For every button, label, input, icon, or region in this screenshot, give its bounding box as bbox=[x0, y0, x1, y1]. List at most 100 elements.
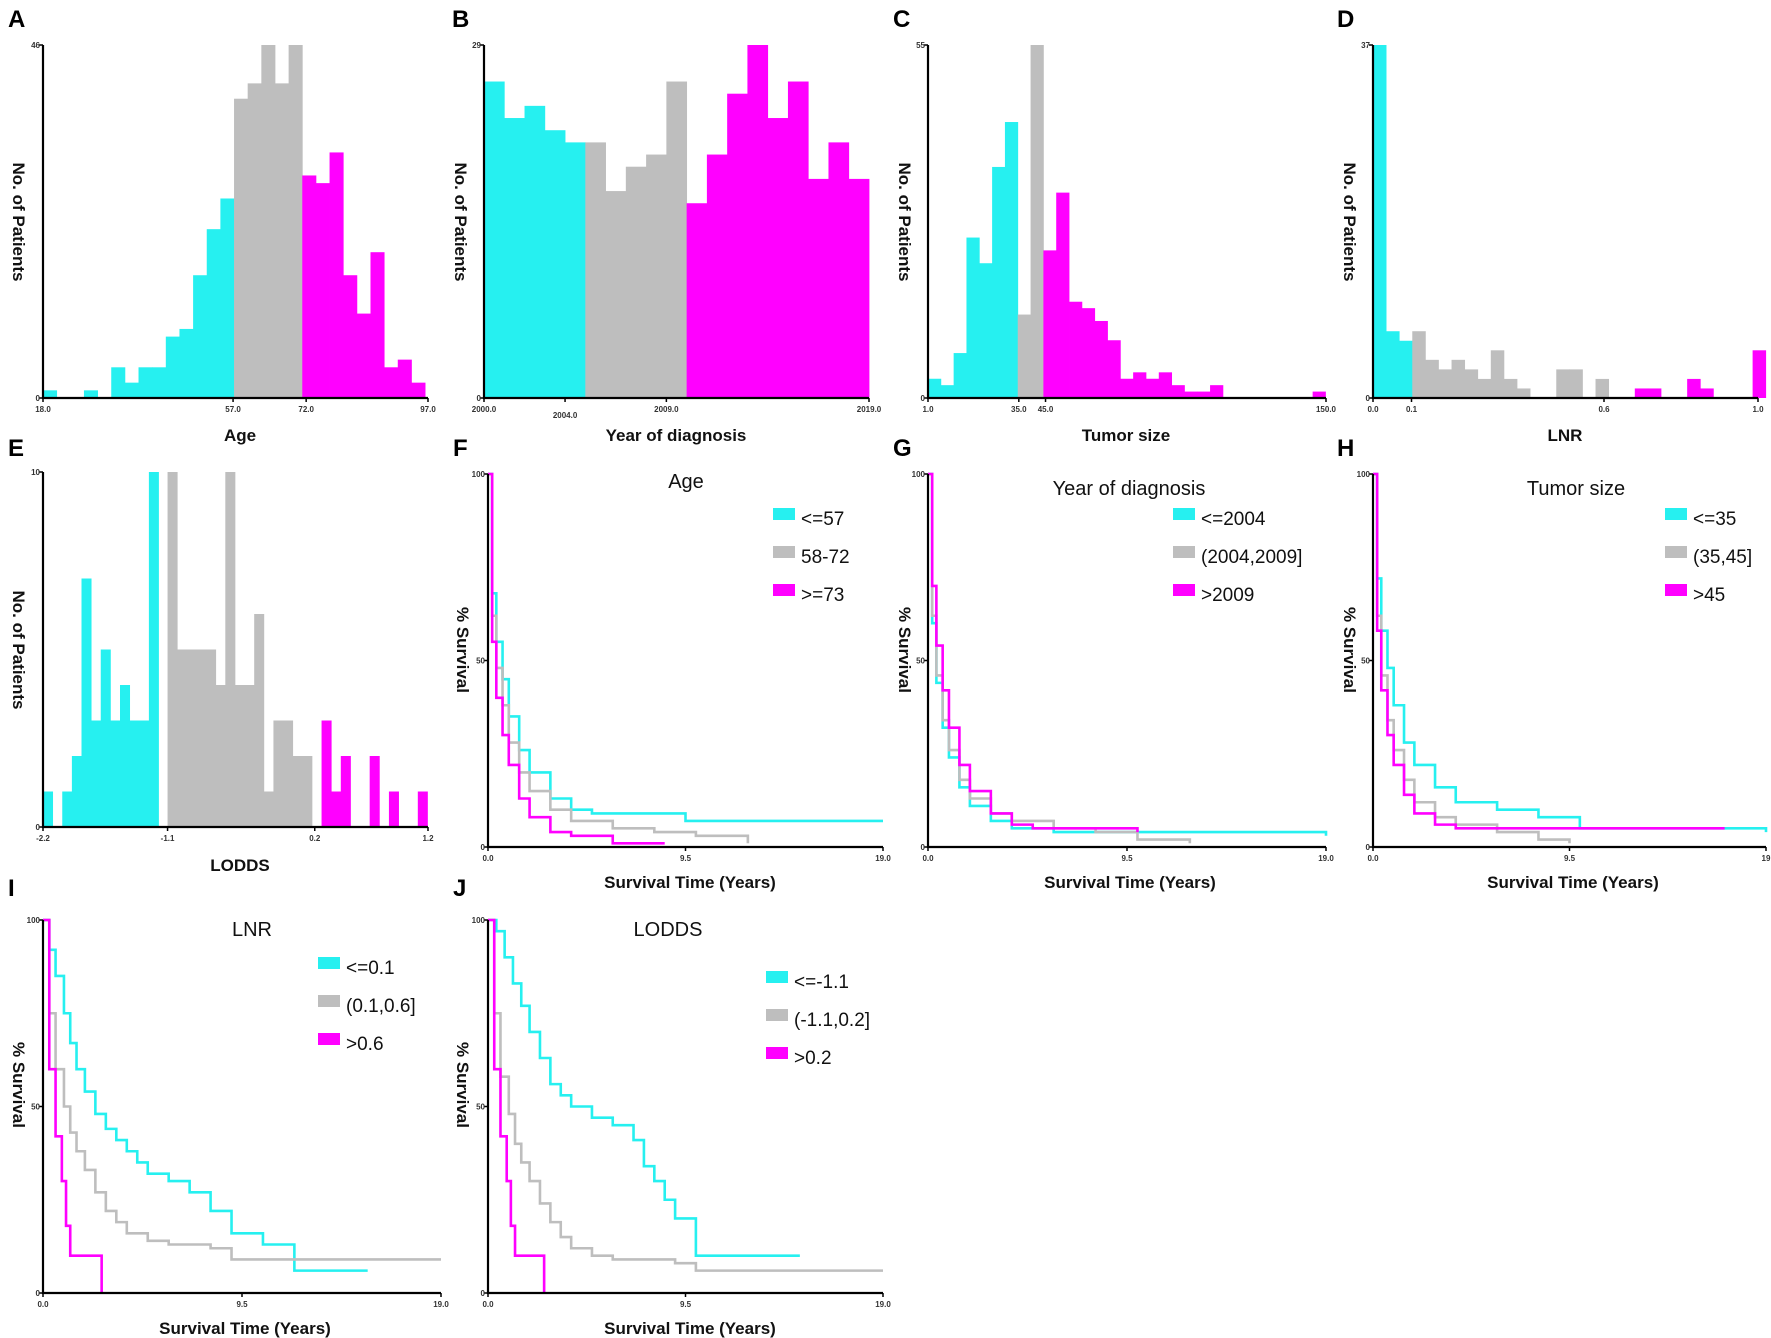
x-tick-label: 72.0 bbox=[298, 405, 314, 414]
histogram-bar bbox=[193, 275, 208, 398]
x-tick-label: 9.5 bbox=[1564, 854, 1576, 863]
survival-curve bbox=[928, 472, 1192, 844]
panel-letter: F bbox=[453, 435, 468, 462]
histogram-bar bbox=[1312, 391, 1326, 398]
y-tick-label: 100 bbox=[912, 470, 926, 479]
panel-letter: E bbox=[8, 435, 24, 462]
legend-swatch bbox=[773, 508, 795, 520]
histogram-bar bbox=[388, 791, 399, 827]
legend-label: 58-72 bbox=[801, 547, 850, 568]
histogram-bar bbox=[1425, 359, 1439, 398]
y-axis-label: % Survival bbox=[895, 607, 914, 693]
y-tick-label: 10 bbox=[31, 468, 40, 477]
x-tick-label: 1.2 bbox=[422, 834, 434, 843]
histogram-bar bbox=[1451, 359, 1466, 398]
panel-h: H Tumor size <=35 (35,45] >45 0 50 100 0.0 9.5 19 S… bbox=[1337, 435, 1771, 892]
histogram-bar bbox=[196, 649, 207, 827]
survival-curve bbox=[43, 918, 103, 1293]
survival-curve bbox=[928, 472, 1328, 836]
histogram-bar bbox=[1030, 45, 1044, 398]
histogram-bar bbox=[1687, 378, 1701, 398]
histogram-bar bbox=[43, 791, 54, 827]
histogram-bar bbox=[111, 367, 126, 398]
histogram-bar bbox=[1752, 350, 1767, 398]
survival-curve bbox=[1373, 472, 1725, 830]
legend-swatch bbox=[318, 995, 340, 1007]
histogram-bar bbox=[1017, 314, 1031, 398]
histogram-bar bbox=[369, 756, 380, 827]
histogram-bar bbox=[565, 142, 586, 398]
x-axis-label: Survival Time (Years) bbox=[604, 1319, 776, 1338]
histogram-bar bbox=[524, 105, 546, 399]
x-tick-label: 19.0 bbox=[1318, 854, 1334, 863]
legend-label: >45 bbox=[1693, 585, 1725, 606]
histogram-bar bbox=[1700, 388, 1714, 398]
histogram-bar bbox=[152, 367, 167, 398]
chart-title: Age bbox=[668, 471, 704, 493]
histogram-bar bbox=[808, 178, 829, 398]
histogram-bar bbox=[544, 130, 566, 398]
survival-curve bbox=[488, 918, 883, 1272]
histogram-bar bbox=[254, 614, 265, 827]
histogram-bar bbox=[215, 685, 226, 827]
x-tick-label: 2004.0 bbox=[553, 411, 578, 420]
histogram-bar bbox=[966, 237, 980, 398]
histogram-bar bbox=[244, 685, 255, 827]
histogram-bar bbox=[274, 83, 290, 399]
histogram-bar bbox=[340, 756, 351, 827]
y-tick-label: 0 bbox=[481, 843, 486, 852]
chart-title: LNR bbox=[232, 919, 272, 941]
histogram-bar bbox=[1516, 388, 1531, 398]
legend-swatch bbox=[766, 1009, 788, 1021]
legend-swatch bbox=[766, 971, 788, 983]
survival-curve bbox=[1373, 472, 1571, 844]
survival-curve bbox=[928, 472, 1139, 833]
histogram-bar bbox=[167, 472, 178, 827]
histogram-bar bbox=[747, 45, 769, 398]
x-tick-label: 19.0 bbox=[875, 854, 891, 863]
legend-label: (0.1,0.6] bbox=[346, 996, 416, 1017]
panel-letter: D bbox=[1337, 6, 1354, 33]
x-tick-label: 0.0 bbox=[482, 1300, 494, 1309]
histogram-bar bbox=[953, 353, 967, 398]
legend-swatch bbox=[1665, 584, 1687, 596]
legend-label: (35,45] bbox=[1693, 547, 1752, 568]
histogram-bar bbox=[261, 45, 276, 398]
y-tick-label: 50 bbox=[476, 1103, 485, 1112]
histogram-bar bbox=[71, 756, 82, 827]
histogram-bar bbox=[225, 472, 236, 827]
histogram-bar bbox=[1647, 388, 1662, 398]
histogram-bar bbox=[992, 166, 1006, 398]
histogram-bar bbox=[343, 275, 358, 398]
histogram-bar bbox=[273, 720, 284, 827]
histogram-bar bbox=[384, 367, 399, 398]
y-tick-label: 0 bbox=[481, 1289, 486, 1298]
y-tick-label: 0 bbox=[36, 1289, 41, 1298]
x-tick-label: 0.0 bbox=[1367, 405, 1379, 414]
panels: A 0 46 18.0 57.0 72.0 97.0 Age No. of Patients B 0… bbox=[8, 6, 1771, 1338]
y-axis-label: % Survival bbox=[453, 1042, 472, 1128]
histogram-bar bbox=[1094, 320, 1108, 398]
x-tick-label: 2009.0 bbox=[654, 405, 679, 414]
y-tick-label: 55 bbox=[916, 41, 925, 50]
axis-lines bbox=[1371, 45, 1758, 400]
histogram-bar bbox=[686, 203, 708, 398]
histogram-bar bbox=[1373, 45, 1387, 398]
histogram-bar bbox=[979, 263, 993, 398]
legend-label: >=73 bbox=[801, 585, 844, 606]
histogram-bar bbox=[828, 142, 850, 398]
y-tick-label: 50 bbox=[476, 657, 485, 666]
histogram-bar bbox=[1399, 340, 1413, 398]
histogram-bar bbox=[321, 720, 332, 827]
y-axis-label: No. of Patients bbox=[9, 162, 28, 281]
x-tick-label: -1.1 bbox=[161, 834, 175, 843]
survival-curve bbox=[488, 918, 546, 1293]
x-axis-label: Survival Time (Years) bbox=[604, 873, 776, 892]
histogram-bar bbox=[504, 118, 525, 398]
histogram-bar bbox=[666, 81, 688, 399]
histogram-bar bbox=[1120, 378, 1134, 398]
histogram-bar bbox=[767, 118, 789, 398]
histogram-bar bbox=[234, 685, 245, 827]
histogram-bar bbox=[928, 378, 942, 398]
